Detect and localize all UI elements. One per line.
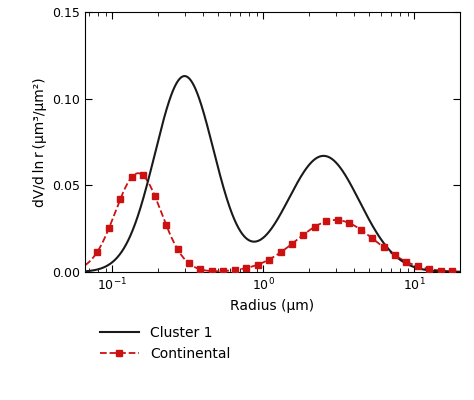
Cluster 1 xyxy=(287,194,293,198)
Legend: Cluster 1, Continental: Cluster 1, Continental xyxy=(100,326,230,361)
X-axis label: Radius (μm): Radius (μm) xyxy=(230,299,315,313)
Y-axis label: dV/d ln r (μm³/μm²): dV/d ln r (μm³/μm²) xyxy=(33,77,47,207)
Cluster 1 xyxy=(280,208,285,213)
Cluster 1 xyxy=(245,237,251,242)
Cluster 1 xyxy=(82,269,88,274)
Cluster 1 xyxy=(146,177,151,182)
Cluster 1 xyxy=(182,74,188,78)
Cluster 1 xyxy=(209,141,215,146)
Cluster 1 xyxy=(457,270,463,274)
Line: Cluster 1: Cluster 1 xyxy=(85,76,460,272)
Cluster 1 xyxy=(132,222,138,227)
